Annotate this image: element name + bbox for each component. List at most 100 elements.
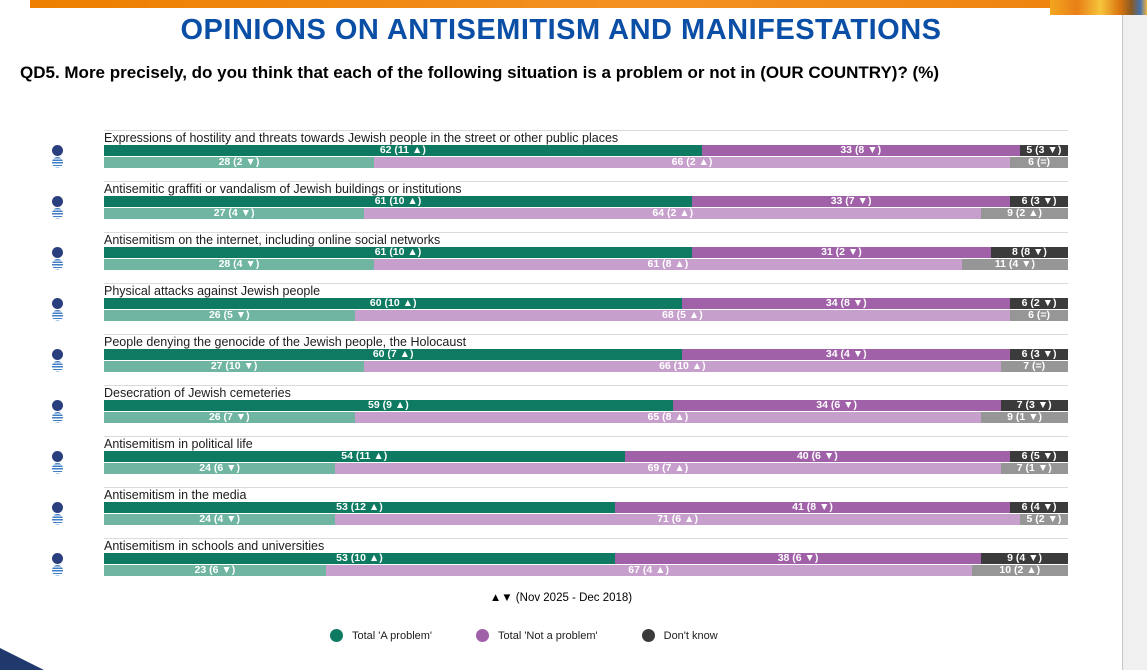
legend-dot-dont-know-icon (641, 629, 655, 642)
stacked-bar: 61 (10 ▲) 31 (2 ▼) 8 (8 ▼) (104, 247, 1068, 258)
bar-value-label: 61 (8 ▲) (647, 258, 689, 270)
bar-value-label: 34 (6 ▼) (816, 399, 857, 411)
stacked-bar: 26 (7 ▼) 65 (8 ▲) 9 (1 ▼) (104, 412, 1068, 423)
bar-segment-problem: 59 (9 ▲) (104, 400, 673, 411)
bar-value-label: 9 (4 ▼) (1007, 552, 1043, 564)
category-label: Antisemitism in schools and universities (104, 538, 1068, 553)
bar-value-label: 54 (11 ▲) (341, 450, 388, 462)
bar-segment-dont-know: 6 (5 ▼) (1010, 451, 1068, 462)
bar-value-label: 69 (7 ▲) (647, 462, 689, 474)
category-label: Antisemitism in the media (104, 487, 1068, 502)
category-block: Desecration of Jewish cemeteries 59 (9 ▲)… (0, 385, 1122, 423)
bar-segment-dont-know: 6 (3 ▼) (1010, 196, 1068, 207)
bar-value-label: 61 (10 ▲) (374, 195, 422, 207)
bar-value-label: 34 (8 ▼) (825, 297, 867, 309)
bar-segment-dont-know: 6 (3 ▼) (1010, 349, 1068, 360)
bar-segment-problem: 23 (6 ▼) (104, 565, 326, 576)
bar-value-label: 62 (11 ▲) (379, 144, 426, 156)
category-label: Expressions of hostility and threats tow… (104, 130, 1068, 145)
bar-segment-dont-know: 7 (3 ▼) (1000, 399, 1068, 411)
bar-value-label: 26 (5 ▼) (208, 309, 250, 321)
bar-value-label: 66 (10 ▲) (659, 360, 706, 372)
bar-value-label: 9 (2 ▲) (1007, 207, 1043, 219)
bar-segment-problem: 26 (5 ▼) (104, 310, 355, 321)
bar-segment-not-problem: 64 (2 ▲) (364, 208, 982, 219)
bar-segment-problem: 28 (2 ▼) (104, 157, 374, 168)
bar-segment-not-problem: 68 (5 ▲) (354, 310, 1011, 321)
bar-segment-dont-know: 9 (1 ▼) (981, 412, 1068, 423)
bar-segment-problem: 27 (4 ▼) (104, 207, 365, 219)
bar-segment-not-problem: 41 (8 ▼) (614, 502, 1011, 513)
bar-value-label: 38 (6 ▼) (777, 552, 819, 564)
bar-value-label: 24 (6 ▼) (199, 462, 241, 474)
country-flag-icon (52, 259, 63, 270)
eu-flag-icon (52, 553, 63, 564)
question-text: QD5. More precisely, do you think that e… (20, 63, 939, 82)
eu-flag-icon (52, 196, 63, 207)
bar-segment-dont-know: 7 (=) (1000, 361, 1068, 372)
bar-value-label: 6 (3 ▼) (1021, 195, 1057, 207)
legend-item-not-problem: Total 'Not a problem' (476, 629, 598, 642)
corner-wedge-decoration (0, 648, 44, 670)
stacked-bar: 23 (6 ▼) 67 (4 ▲) 10 (2 ▲) (104, 565, 1068, 576)
bar-value-label: 7 (1 ▼) (1016, 462, 1052, 474)
bar-segment-not-problem: 71 (6 ▲) (335, 514, 1020, 525)
legend-label: Total 'Not a problem' (498, 629, 598, 642)
bar-segment-problem: 27 (10 ▼) (104, 361, 365, 372)
bar-segment-not-problem: 65 (8 ▲) (354, 412, 982, 423)
bar-value-label: 10 (2 ▲) (999, 564, 1041, 576)
bar-row: 28 (2 ▼) 66 (2 ▲) 6 (=) (0, 157, 1122, 168)
bar-value-label: 28 (4 ▼) (218, 258, 260, 270)
bar-segment-problem: 53 (12 ▲) (104, 502, 615, 513)
stacked-bar: 62 (11 ▲) 33 (8 ▼) 5 (3 ▼) (104, 145, 1068, 156)
bar-segment-not-problem: 38 (6 ▼) (614, 552, 982, 564)
bar-segment-dont-know: 9 (2 ▲) (981, 208, 1068, 219)
bar-row: 60 (7 ▲) 34 (4 ▼) 6 (3 ▼) (0, 349, 1122, 360)
bar-value-label: 7 (3 ▼) (1016, 399, 1052, 411)
stacked-bar: 53 (10 ▲) 38 (6 ▼) 9 (4 ▼) (104, 553, 1068, 564)
bar-segment-problem: 62 (11 ▲) (104, 145, 702, 156)
bar-segment-problem: 61 (10 ▲) (104, 195, 693, 207)
bar-value-label: 31 (2 ▼) (821, 246, 862, 258)
bar-row: 53 (12 ▲) 41 (8 ▼) 6 (4 ▼) (0, 502, 1122, 513)
stacked-bar: 28 (2 ▼) 66 (2 ▲) 6 (=) (104, 157, 1068, 168)
bar-segment-dont-know: 10 (2 ▲) (971, 564, 1068, 576)
country-flag-icon (52, 463, 63, 474)
page-title: OPINIONS ON ANTISEMITISM AND MANIFESTATI… (180, 14, 942, 46)
bar-value-label: 27 (4 ▼) (213, 207, 255, 219)
bar-value-label: 67 (4 ▲) (628, 564, 670, 576)
bar-row: 26 (7 ▼) 65 (8 ▲) 9 (1 ▼) (0, 412, 1122, 423)
header-flame-artwork (1050, 0, 1147, 15)
bar-value-label: 33 (7 ▼) (830, 195, 872, 207)
bar-value-label: 9 (1 ▼) (1007, 411, 1043, 423)
stacked-bar: 28 (4 ▼) 61 (8 ▲) 11 (4 ▼) (104, 259, 1068, 270)
bar-value-label: 33 (8 ▼) (840, 144, 882, 156)
bar-value-label: 66 (2 ▲) (671, 156, 713, 168)
bar-segment-problem: 28 (4 ▼) (104, 259, 374, 270)
header-decoration-strip (30, 0, 1052, 8)
stacked-bar: 54 (11 ▲) 40 (6 ▼) 6 (5 ▼) (104, 451, 1068, 462)
bar-value-label: 6 (5 ▼) (1021, 450, 1057, 462)
bar-segment-not-problem: 33 (8 ▼) (701, 144, 1020, 156)
bar-value-label: 6 (=) (1028, 309, 1050, 321)
stacked-bar: 60 (10 ▲) 34 (8 ▼) 6 (2 ▼) (104, 298, 1068, 309)
bar-segment-not-problem: 34 (6 ▼) (672, 399, 1001, 411)
bar-segment-not-problem: 66 (2 ▲) (373, 156, 1011, 168)
bar-segment-not-problem: 67 (4 ▲) (325, 564, 972, 576)
bar-row: 61 (10 ▲) 33 (7 ▼) 6 (3 ▼) (0, 196, 1122, 207)
bar-segment-not-problem: 34 (8 ▼) (682, 297, 1011, 309)
stacked-bar: 61 (10 ▲) 33 (7 ▼) 6 (3 ▼) (104, 196, 1068, 207)
bar-value-label: 6 (2 ▼) (1021, 297, 1057, 309)
bar-row: 28 (4 ▼) 61 (8 ▲) 11 (4 ▼) (0, 259, 1122, 270)
category-block: Antisemitism in political life 54 (11 ▲) 4… (0, 436, 1122, 474)
category-block: Antisemitism in the media 53 (12 ▲) 41 (8 … (0, 487, 1122, 525)
bar-row: 60 (10 ▲) 34 (8 ▼) 6 (2 ▼) (0, 298, 1122, 309)
bar-value-label: 34 (4 ▼) (825, 348, 867, 360)
category-block: Antisemitism in schools and universities… (0, 538, 1122, 576)
bar-row: 24 (6 ▼) 69 (7 ▲) 7 (1 ▼) (0, 463, 1122, 474)
stacked-bar: 53 (12 ▲) 41 (8 ▼) 6 (4 ▼) (104, 502, 1068, 513)
bar-segment-dont-know: 6 (4 ▼) (1010, 502, 1068, 513)
stacked-bar: 26 (5 ▼) 68 (5 ▲) 6 (=) (104, 310, 1068, 321)
bar-segment-not-problem: 40 (6 ▼) (624, 451, 1011, 462)
bar-value-label: 26 (7 ▼) (208, 411, 250, 423)
